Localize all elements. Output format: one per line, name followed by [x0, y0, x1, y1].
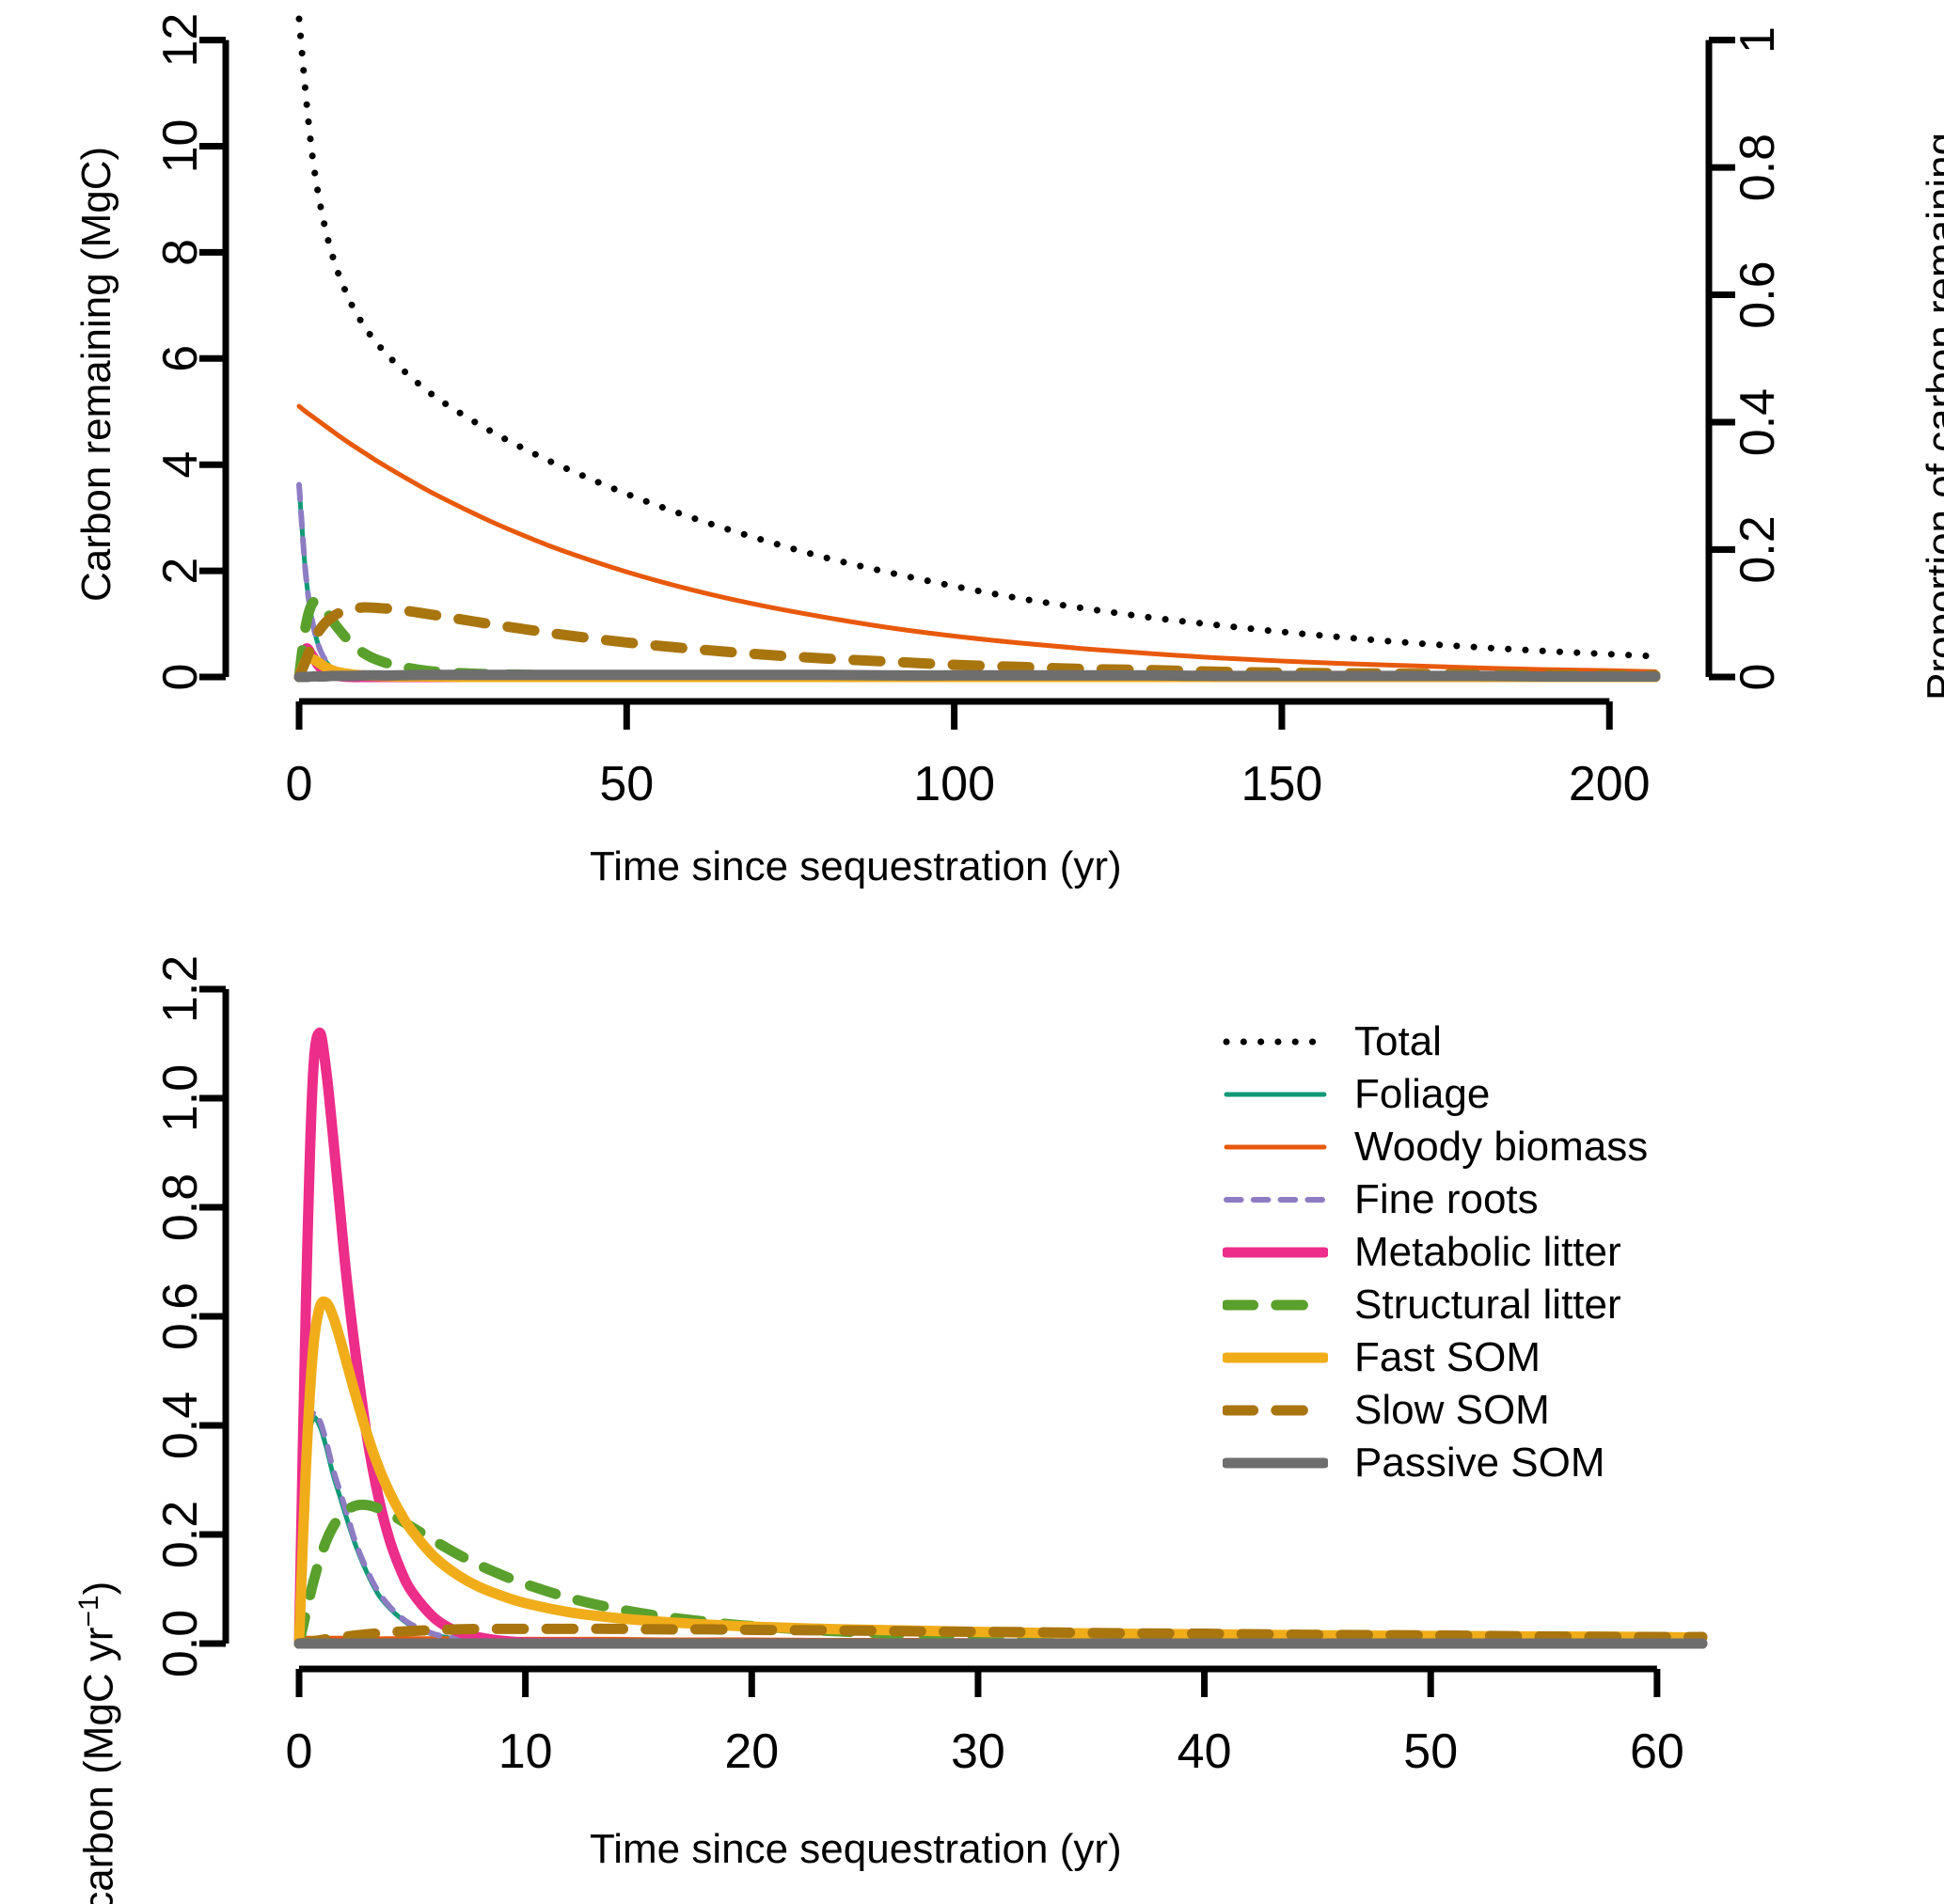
bottom-panel-x-tick-label: 10 [498, 1724, 553, 1779]
legend-label: Passive SOM [1354, 1440, 1605, 1486]
legend-swatch-icon [1223, 1247, 1328, 1258]
legend-item-fine-roots: Fine roots [1223, 1173, 1648, 1226]
top-panel-x-tick-label: 200 [1569, 757, 1651, 811]
top-panel-y-tick-label: 8 [153, 239, 208, 266]
bottom-panel-y-axis-title-sup: −1 [73, 1595, 104, 1628]
legend: Total Foliage Woody biomass Fine roots Metab… [1223, 1015, 1648, 1489]
legend-item-passive-som: Passive SOM [1223, 1437, 1648, 1489]
top-panel-y2-axis-title: Proportion of carbon remaining [1919, 132, 1944, 700]
bottom-panel-y-tick-label: 1.0 [153, 1064, 208, 1132]
series-line-passive-som [293, 669, 1661, 683]
bottom-panel-y-tick-label: 0.8 [153, 1173, 208, 1241]
top-panel-x-tick-label: 0 [286, 757, 313, 811]
legend-swatch-icon [1223, 1038, 1328, 1046]
series-line-foliage [296, 483, 1658, 680]
series-line-slow-som [293, 1623, 1708, 1649]
top-panel-y-tick-label: 0 [153, 664, 208, 691]
bottom-panel-x-tick-label: 30 [951, 1724, 1005, 1779]
legend-item-fast-som: Fast SOM [1223, 1331, 1648, 1384]
legend-label: Foliage [1354, 1071, 1491, 1117]
top-panel-y-tick-label: 12 [153, 13, 208, 68]
bottom-panel-x-tick-label: 40 [1177, 1724, 1232, 1779]
top-panel-y2-tick-label: 1 [1731, 26, 1785, 54]
bottom-panel-y-tick-label: 0.6 [153, 1282, 208, 1350]
series-line-slow-som [293, 602, 1661, 683]
legend-label: Fine roots [1354, 1176, 1539, 1222]
legend-key-passive-som [1223, 1437, 1328, 1489]
top-panel-y2-tick-label: 0.2 [1731, 515, 1785, 583]
series-line-total [295, 15, 1659, 660]
series-line-woody-biomass [296, 403, 1658, 674]
legend-label: Fast SOM [1354, 1334, 1541, 1380]
top-panel-y2-tick-label: 0.4 [1731, 388, 1785, 456]
top-panel-x-axis-title: Time since sequestration (yr) [590, 843, 1122, 889]
bottom-panel-x-tick-label: 50 [1403, 1724, 1458, 1779]
bottom-panel-x-tick-label: 20 [724, 1724, 779, 1779]
bottom-panel-y-axis-title-pre: Respired carbon (MgC yr [75, 1627, 122, 1904]
legend-swatch-icon [1223, 1457, 1328, 1469]
top-panel-x-tick-label: 50 [599, 757, 654, 811]
top-panel-x-tick-label: 100 [913, 757, 995, 811]
legend-label: Total [1354, 1018, 1442, 1064]
bottom-panel: Respired carbon (MgC yr−1) Time since se… [0, 940, 1944, 1904]
legend-key-foliage [1223, 1068, 1328, 1121]
legend-label: Slow SOM [1354, 1387, 1550, 1433]
legend-item-structural-litter: Structural litter [1223, 1279, 1648, 1331]
legend-label: Metabolic litter [1354, 1229, 1621, 1275]
legend-key-fast-som [1223, 1331, 1328, 1384]
bottom-panel-y-tick-label: 0.0 [153, 1610, 208, 1677]
bottom-panel-x-tick-label: 60 [1630, 1724, 1684, 1779]
bottom-panel-y-tick-label: 1.2 [153, 955, 208, 1023]
bottom-panel-y-tick-label: 0.4 [153, 1392, 208, 1459]
top-panel-y-tick-label: 4 [153, 451, 208, 479]
legend-swatch-icon [1223, 1299, 1328, 1311]
top-panel-y-tick-label: 2 [153, 558, 208, 585]
top-panel-y2-tick-label: 0 [1731, 664, 1785, 691]
top-panel-y2-tick-label: 0.8 [1731, 134, 1785, 201]
legend-key-slow-som [1223, 1384, 1328, 1437]
legend-item-slow-som: Slow SOM [1223, 1384, 1648, 1437]
legend-key-fine-roots [1223, 1173, 1328, 1226]
legend-item-woody-biomass: Woody biomass [1223, 1121, 1648, 1173]
legend-item-metabolic-litter: Metabolic litter [1223, 1226, 1648, 1279]
legend-swatch-icon [1223, 1405, 1328, 1416]
top-panel: Carbon remaining (MgC) Proportion of car… [0, 0, 1944, 940]
legend-swatch-icon [1224, 1144, 1327, 1150]
legend-swatch-icon [1223, 1352, 1328, 1363]
top-panel-y2-tick-label: 0.6 [1731, 260, 1785, 328]
top-panel-x-tick-label: 150 [1241, 757, 1323, 811]
series-line-fine-roots [296, 481, 1658, 681]
legend-item-foliage: Foliage [1223, 1068, 1648, 1121]
series-line-structural-litter [293, 1499, 1708, 1649]
legend-label: Woody biomass [1354, 1124, 1649, 1170]
bottom-panel-y-axis-title-post: ) [75, 1581, 122, 1596]
bottom-panel-plot: 0.0 0.2 0.4 0.6 0.8 1.0 1.2 0 10 20 30 40 50 60 [153, 955, 1708, 1779]
bottom-panel-y-tick-label: 0.2 [153, 1501, 208, 1568]
bottom-panel-x-tick-label: 0 [286, 1724, 313, 1779]
bottom-panel-y-axis-title: Respired carbon (MgC yr−1) [73, 1581, 123, 1904]
legend-key-structural-litter [1223, 1279, 1328, 1331]
legend-item-total: Total [1223, 1015, 1648, 1068]
top-panel-y-axis-title: Carbon remaining (MgC) [73, 146, 119, 602]
legend-key-metabolic-litter [1223, 1226, 1328, 1279]
legend-key-total [1223, 1015, 1328, 1068]
legend-key-woody-biomass [1223, 1121, 1328, 1173]
legend-swatch-icon [1224, 1197, 1327, 1203]
legend-label: Structural litter [1354, 1282, 1621, 1328]
bottom-panel-x-axis-title: Time since sequestration (yr) [590, 1826, 1122, 1872]
top-panel-y-tick-label: 6 [153, 345, 208, 372]
legend-swatch-icon [1224, 1092, 1327, 1097]
top-panel-y-tick-label: 10 [153, 119, 208, 174]
